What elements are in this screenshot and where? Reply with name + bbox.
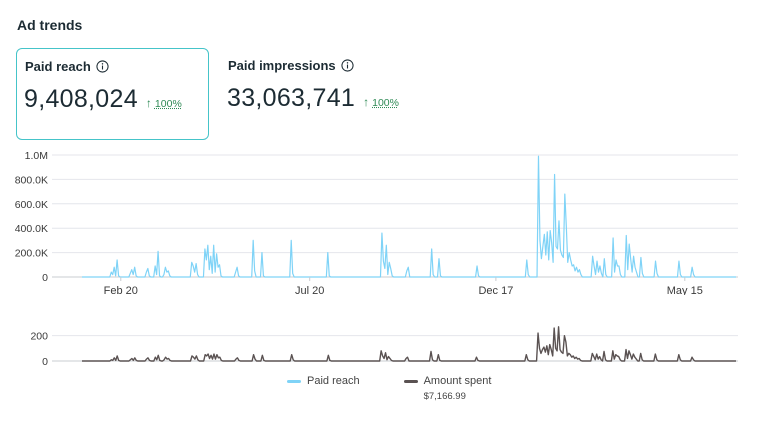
- amount-spent-total: $7,166.99: [423, 391, 466, 402]
- y-tick-label: 200: [30, 331, 48, 343]
- y-tick-label: 600.0K: [15, 199, 48, 211]
- paid-impressions-change: 100%: [372, 97, 399, 109]
- x-tick-label: Jul 20: [295, 285, 324, 295]
- x-tick-label: May 15: [667, 285, 703, 295]
- paid-reach-card[interactable]: Paid reach 9,408,024 ↑ 100%: [16, 48, 209, 140]
- legend-item-amount-spent[interactable]: Amount spent $7,166.99: [403, 375, 492, 402]
- paid-impressions-card[interactable]: Paid impressions 33,063,741 ↑ 100%: [219, 48, 449, 140]
- y-tick-label: 0: [42, 356, 48, 368]
- section-title: Ad trends: [17, 17, 83, 33]
- paid-reach-value: 9,408,024: [24, 85, 138, 113]
- info-icon[interactable]: [96, 60, 109, 73]
- legend-swatch: [403, 379, 418, 383]
- info-icon[interactable]: [341, 59, 354, 72]
- legend-label: Paid reach: [307, 375, 360, 387]
- y-tick-label: 800.0K: [15, 174, 48, 186]
- legend-label: Amount spent: [423, 375, 492, 387]
- paid-reach-label: Paid reach: [25, 59, 91, 74]
- paid-impressions-trend: ↑ 100%: [363, 95, 399, 109]
- y-tick-label: 400.0K: [15, 223, 48, 235]
- legend-item-paid-reach[interactable]: Paid reach: [287, 375, 360, 402]
- paid-reach-change: 100%: [154, 98, 182, 110]
- paid-impressions-label: Paid impressions: [228, 58, 336, 73]
- x-tick-label: Dec 17: [478, 285, 513, 295]
- paid-impressions-value: 33,063,741: [227, 84, 356, 112]
- arrow-up-icon: ↑: [363, 95, 370, 109]
- arrow-up-icon: ↑: [145, 96, 152, 110]
- chart-legend: Paid reach Amount spent $7,166.99: [287, 375, 491, 402]
- y-tick-label: 1.0M: [25, 150, 48, 162]
- y-tick-label: 200.0K: [15, 248, 48, 260]
- paid-reach-trend: ↑ 100%: [146, 96, 182, 110]
- x-tick-label: Feb 20: [104, 285, 138, 295]
- series-line[interactable]: [82, 326, 736, 362]
- legend-swatch: [287, 379, 301, 383]
- series-line[interactable]: [82, 155, 736, 278]
- amount-spent-chart[interactable]: 0 200: [0, 318, 760, 368]
- y-tick-label: 0: [42, 272, 48, 284]
- paid-reach-chart[interactable]: 0 200.0K 400.0K 600.0K 800.0K 1.0M Feb 20 Jul 2…: [0, 145, 760, 295]
